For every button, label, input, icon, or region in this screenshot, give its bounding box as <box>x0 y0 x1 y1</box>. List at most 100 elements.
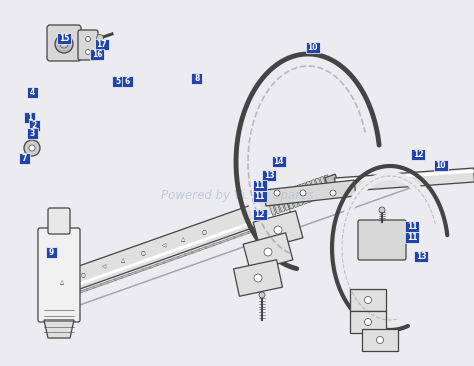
Circle shape <box>29 145 35 151</box>
Polygon shape <box>48 208 290 296</box>
Text: 12: 12 <box>255 210 265 219</box>
Text: 11: 11 <box>255 193 265 201</box>
Text: ○: ○ <box>80 272 85 277</box>
Text: 13: 13 <box>416 253 426 261</box>
Polygon shape <box>264 180 356 206</box>
Polygon shape <box>350 311 386 333</box>
Polygon shape <box>280 191 290 211</box>
Polygon shape <box>297 184 307 204</box>
Circle shape <box>365 296 372 303</box>
FancyBboxPatch shape <box>306 42 320 53</box>
Circle shape <box>365 318 372 325</box>
Polygon shape <box>284 189 294 209</box>
Text: 8: 8 <box>194 74 200 83</box>
FancyBboxPatch shape <box>262 170 276 181</box>
FancyBboxPatch shape <box>434 160 448 171</box>
Polygon shape <box>271 194 281 214</box>
FancyBboxPatch shape <box>414 251 428 262</box>
FancyBboxPatch shape <box>78 30 98 60</box>
FancyBboxPatch shape <box>19 153 30 164</box>
Polygon shape <box>293 186 303 206</box>
Polygon shape <box>288 187 298 208</box>
Polygon shape <box>324 175 334 195</box>
Polygon shape <box>43 194 291 299</box>
FancyBboxPatch shape <box>121 76 133 87</box>
Polygon shape <box>315 178 325 198</box>
Circle shape <box>55 35 73 53</box>
Polygon shape <box>44 320 74 338</box>
Circle shape <box>60 40 68 48</box>
Circle shape <box>85 37 91 41</box>
Text: 10: 10 <box>308 43 318 52</box>
Polygon shape <box>266 195 276 216</box>
Polygon shape <box>350 289 386 311</box>
FancyBboxPatch shape <box>38 228 80 322</box>
Polygon shape <box>311 180 321 199</box>
Text: 15: 15 <box>59 34 69 43</box>
FancyBboxPatch shape <box>405 232 419 243</box>
Circle shape <box>274 226 282 234</box>
Text: △: △ <box>121 257 125 262</box>
FancyBboxPatch shape <box>27 128 38 139</box>
Text: 5: 5 <box>115 77 120 86</box>
Polygon shape <box>335 168 474 192</box>
FancyBboxPatch shape <box>405 221 419 232</box>
FancyBboxPatch shape <box>272 156 286 167</box>
FancyBboxPatch shape <box>46 247 57 258</box>
FancyBboxPatch shape <box>47 25 81 61</box>
Text: 1: 1 <box>27 113 32 122</box>
FancyBboxPatch shape <box>48 208 70 234</box>
Circle shape <box>254 274 262 282</box>
Polygon shape <box>325 174 340 193</box>
Text: 16: 16 <box>92 50 102 59</box>
Text: Powered by Vision Spares: Powered by Vision Spares <box>161 188 313 202</box>
Text: ◁: ◁ <box>161 243 165 248</box>
Text: 12: 12 <box>413 150 423 159</box>
FancyBboxPatch shape <box>90 49 104 60</box>
FancyBboxPatch shape <box>28 120 40 131</box>
Circle shape <box>24 140 40 156</box>
Circle shape <box>264 248 272 256</box>
Circle shape <box>300 190 306 196</box>
Polygon shape <box>319 176 329 197</box>
Text: 11: 11 <box>255 182 265 190</box>
Text: 17: 17 <box>97 40 107 49</box>
Circle shape <box>376 336 383 344</box>
Text: ○: ○ <box>201 229 206 234</box>
Circle shape <box>274 190 280 196</box>
Polygon shape <box>336 169 474 183</box>
Text: 11: 11 <box>407 234 418 242</box>
Circle shape <box>330 190 336 196</box>
FancyBboxPatch shape <box>27 87 38 98</box>
FancyBboxPatch shape <box>95 39 109 50</box>
Text: 14: 14 <box>273 157 284 165</box>
Text: 7: 7 <box>22 154 27 163</box>
Text: 10: 10 <box>436 161 446 170</box>
Text: 2: 2 <box>31 121 37 130</box>
FancyBboxPatch shape <box>253 209 267 220</box>
Text: 4: 4 <box>29 88 35 97</box>
FancyBboxPatch shape <box>57 33 71 44</box>
Circle shape <box>97 34 103 41</box>
FancyBboxPatch shape <box>112 76 123 87</box>
Polygon shape <box>302 183 312 203</box>
FancyBboxPatch shape <box>358 220 406 260</box>
Text: △: △ <box>60 279 64 284</box>
Text: △: △ <box>182 236 186 241</box>
Polygon shape <box>362 329 398 351</box>
Circle shape <box>85 49 91 55</box>
Text: 6: 6 <box>124 77 130 86</box>
Text: 3: 3 <box>29 129 35 138</box>
Polygon shape <box>243 233 293 271</box>
FancyBboxPatch shape <box>253 180 267 191</box>
FancyBboxPatch shape <box>253 191 267 202</box>
Polygon shape <box>275 192 285 212</box>
FancyBboxPatch shape <box>24 112 35 123</box>
Text: 9: 9 <box>48 248 54 257</box>
Circle shape <box>379 207 385 213</box>
Text: ◁: ◁ <box>100 265 105 270</box>
Circle shape <box>259 292 265 298</box>
Polygon shape <box>234 260 283 296</box>
Text: 11: 11 <box>407 223 418 231</box>
FancyBboxPatch shape <box>191 73 202 84</box>
